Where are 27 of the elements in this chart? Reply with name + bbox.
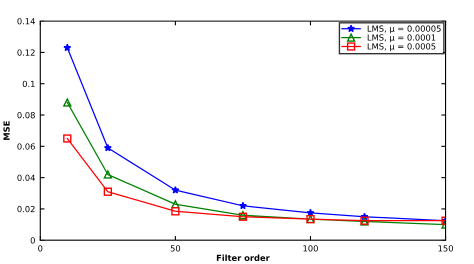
legend-label: LMS, μ = 0.00005 — [368, 25, 441, 34]
legend-label: LMS, μ = 0.0005 — [368, 43, 436, 52]
x-tick-label: 0 — [38, 245, 42, 252]
point — [104, 170, 112, 179]
x-tick-label: 50 — [170, 245, 180, 252]
y-tick-label: 0 — [30, 237, 35, 244]
legend-label: LMS, μ = 0.0001 — [368, 34, 436, 42]
point — [63, 134, 72, 143]
y-tick-label: 0.1 — [22, 80, 35, 88]
x-axis-title: Filter order — [216, 254, 270, 262]
x-tick-label: 100 — [303, 245, 318, 252]
point — [238, 202, 247, 210]
y-tick-label: 0.12 — [17, 49, 35, 56]
point — [171, 186, 180, 194]
point — [171, 200, 180, 208]
point — [104, 144, 112, 152]
y-axis-title: MSE — [3, 121, 10, 140]
y-tick-label: 0.04 — [17, 174, 35, 181]
y-tick-label: 0.14 — [17, 18, 35, 24]
point — [63, 98, 72, 107]
y-tick-label: 0.06 — [17, 143, 35, 150]
y-tick-label: 0.02 — [17, 206, 35, 212]
point — [104, 188, 112, 196]
point — [171, 207, 180, 216]
y-tick-label: 0.08 — [17, 112, 35, 118]
x-tick-label: 150 — [438, 245, 453, 252]
point — [63, 44, 72, 52]
